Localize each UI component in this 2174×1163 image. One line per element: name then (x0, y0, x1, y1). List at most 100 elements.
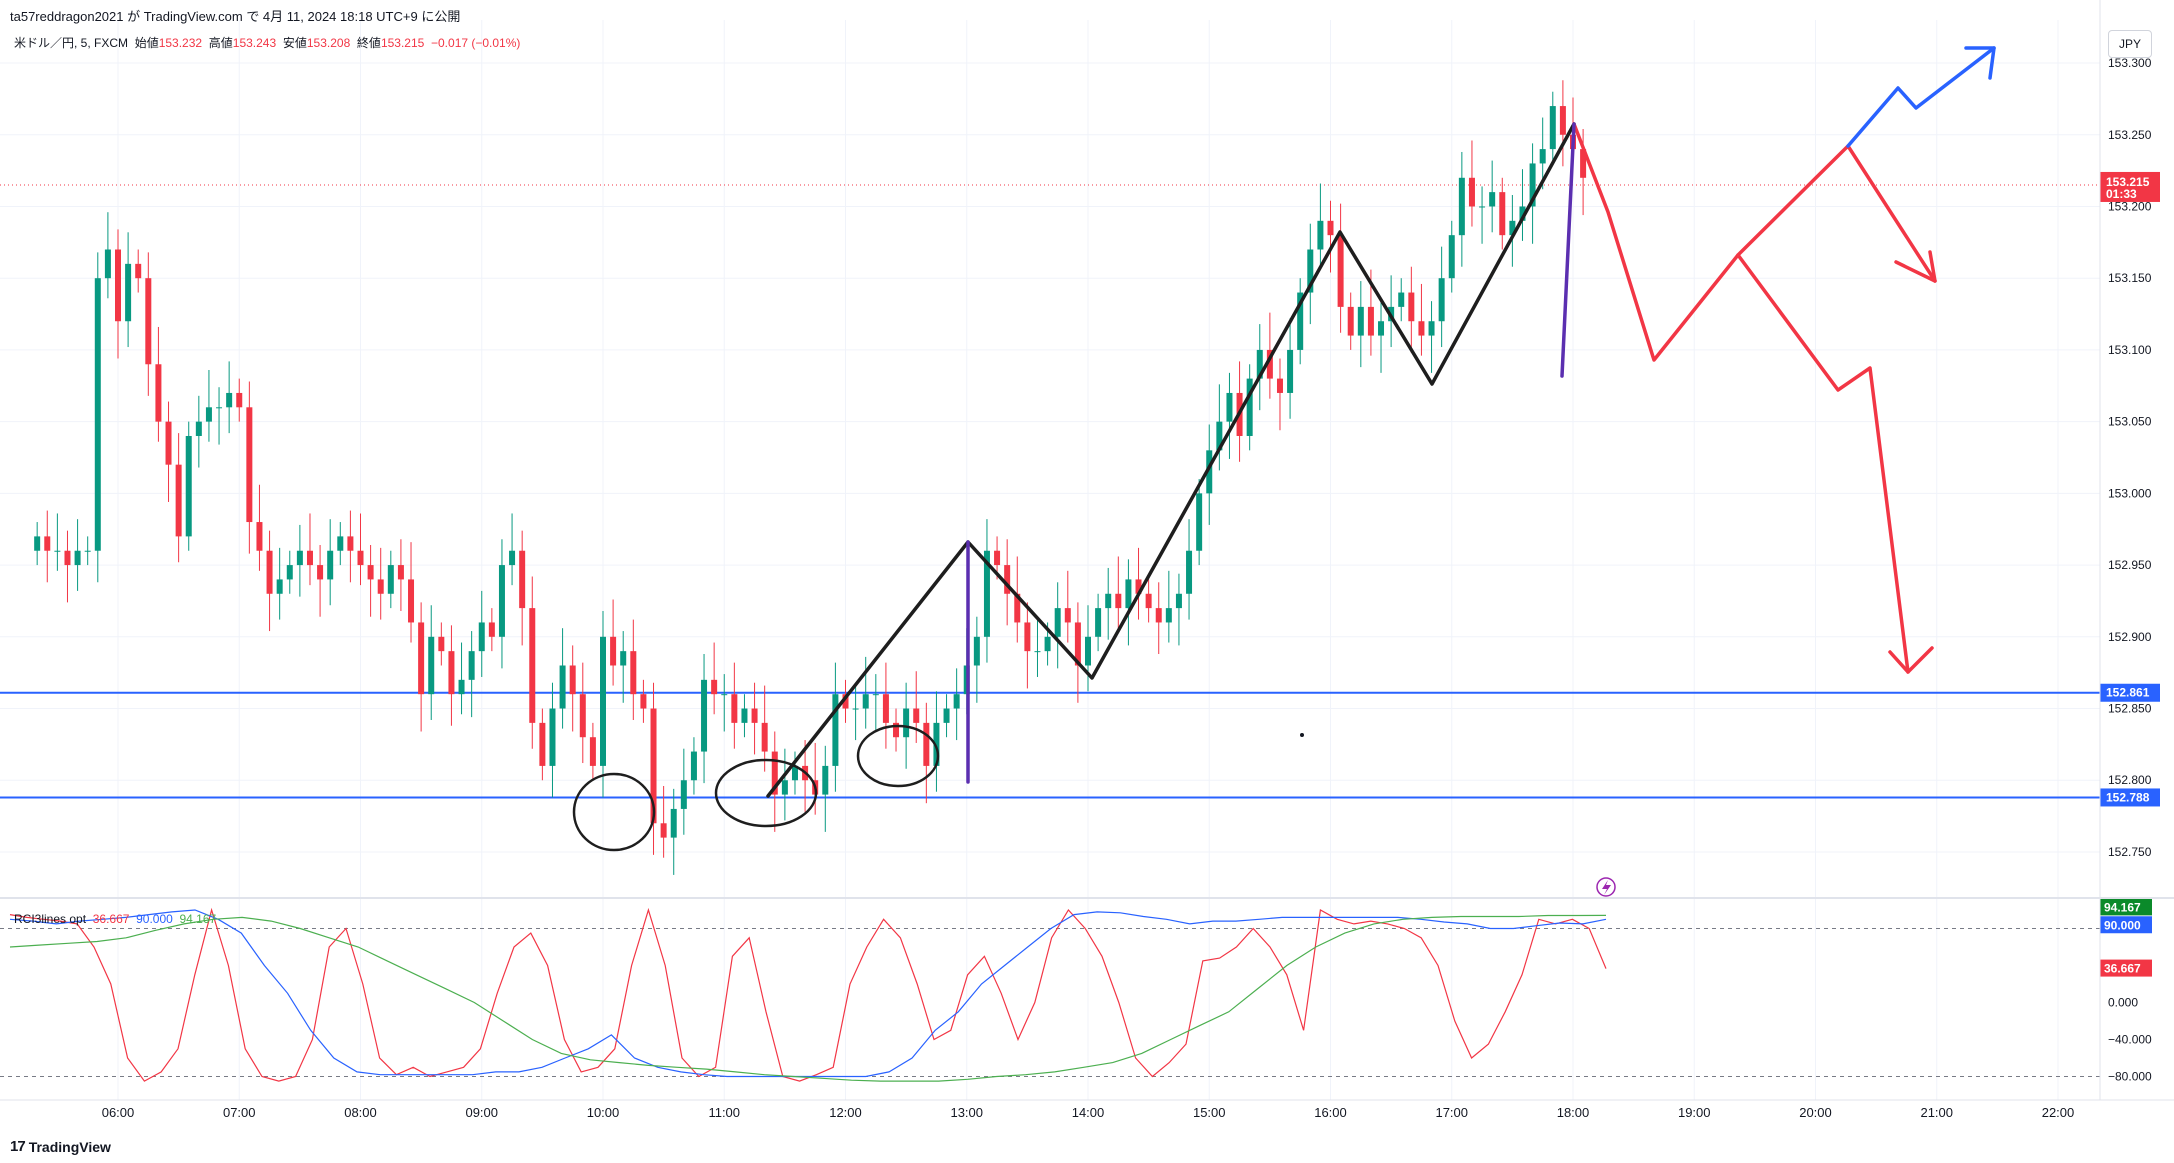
candle-body (205, 407, 212, 422)
blue-arrowhead (1964, 46, 1996, 80)
candle-body (236, 392, 243, 408)
rci-series-line (9, 907, 1607, 1082)
tradingview-brand: TradingView (28, 1138, 111, 1155)
x-tick-label: 21:00 (1920, 1105, 1953, 1120)
candle-body (135, 263, 142, 279)
candle-body (1165, 608, 1172, 623)
candle-body (994, 550, 1001, 566)
x-tick-label: 18:00 (1557, 1105, 1590, 1120)
candle-body (640, 694, 647, 709)
rci-value-label: 90.000 (2104, 918, 2141, 932)
high-label: 高値 (208, 36, 233, 50)
x-tick-label: 20:00 (1799, 1105, 1832, 1120)
candle-body (1135, 579, 1142, 594)
candle-body (913, 708, 920, 723)
rci-y-tick-label: 0.000 (2108, 996, 2138, 1010)
candle-body (539, 722, 546, 766)
candle-body (832, 694, 839, 766)
candle-body (650, 708, 657, 824)
candle-body (1438, 278, 1445, 322)
candle-body (478, 622, 485, 652)
candle-body (791, 765, 798, 781)
open-value: 153.232 (158, 36, 203, 50)
candle-body (721, 694, 728, 696)
candle-body (620, 651, 627, 666)
candle-body (458, 679, 465, 695)
symbol-ohlc-line: 米ドル／円, 5, FXCM 始値153.232 高値153.243 安値153… (14, 34, 520, 51)
drawings (572, 46, 1996, 897)
rci-name[interactable]: RCI3lines opt (14, 912, 87, 926)
candle-body (1105, 593, 1112, 609)
candle-body (1559, 106, 1566, 135)
candles (34, 80, 1587, 875)
symbol-name[interactable]: 米ドル／円, 5, FXCM (14, 36, 129, 50)
candle-body (1095, 608, 1102, 637)
candle-body (1307, 249, 1314, 293)
candle-body (943, 708, 950, 723)
candle-body (509, 550, 516, 566)
candle-body (357, 550, 364, 566)
rci-series-line (9, 914, 1607, 1082)
currency-button[interactable]: JPY (2108, 30, 2152, 58)
candle-body (731, 694, 738, 723)
close-label: 終値 (356, 36, 381, 50)
candle-body (1287, 349, 1294, 393)
x-tick-label: 13:00 (950, 1105, 983, 1120)
low-value: 153.208 (306, 36, 351, 50)
x-tick-label: 07:00 (223, 1105, 256, 1120)
candle-body (367, 565, 374, 580)
x-tick-label: 10:00 (587, 1105, 620, 1120)
candle-body (1357, 306, 1364, 336)
candle-body (246, 407, 253, 523)
red-arrowhead-low (1888, 646, 1934, 674)
dot-marker (1300, 733, 1304, 737)
candle-body (216, 407, 223, 409)
candle-body (266, 550, 273, 594)
candle-body (751, 708, 758, 723)
candle-body (94, 278, 101, 551)
candle-body (1246, 378, 1253, 436)
candle-body (1580, 149, 1587, 178)
candle-body (559, 665, 566, 709)
candle-body (1549, 106, 1556, 150)
rci-legend: RCI3lines opt 36.667 90.000 94.167 (14, 912, 216, 926)
y-tick-label: 152.800 (2108, 773, 2152, 787)
candle-body (286, 565, 293, 580)
x-tick-label: 17:00 (1435, 1105, 1468, 1120)
rci-long-value: 94.167 (179, 912, 217, 926)
candle-body (104, 249, 111, 279)
rci-mid-value: 90.000 (136, 912, 173, 926)
candle-body (468, 651, 475, 680)
candle-body (296, 550, 303, 566)
support-line-label-bg (2100, 788, 2160, 807)
x-tick-label: 08:00 (344, 1105, 377, 1120)
candle-body (1418, 321, 1425, 336)
candle-body (973, 636, 980, 666)
candle-body (155, 364, 162, 422)
candle-body (256, 522, 263, 551)
candle-body (872, 694, 879, 696)
candle-body (771, 751, 778, 795)
candle-body (1085, 636, 1091, 666)
candle-body (125, 263, 132, 322)
candle-body (1155, 608, 1162, 623)
y-tick-label: 153.050 (2108, 415, 2152, 429)
candle-body (1206, 450, 1213, 494)
candle-body (115, 249, 121, 322)
candle-body (195, 421, 202, 436)
candle-body (1175, 593, 1182, 609)
candle-body (337, 536, 344, 551)
candle-body (145, 278, 152, 365)
circle-drawing-3 (856, 724, 940, 788)
candle-body (1529, 163, 1536, 207)
candle-body (1004, 565, 1011, 594)
y-tick-label: 153.250 (2108, 128, 2152, 142)
candle-body (1398, 292, 1405, 307)
rci-value-label-bg (2100, 916, 2152, 934)
candle-body (54, 550, 61, 552)
close-value: 153.215 (380, 36, 425, 50)
candle-body (1428, 321, 1435, 336)
candle-body (923, 722, 930, 766)
